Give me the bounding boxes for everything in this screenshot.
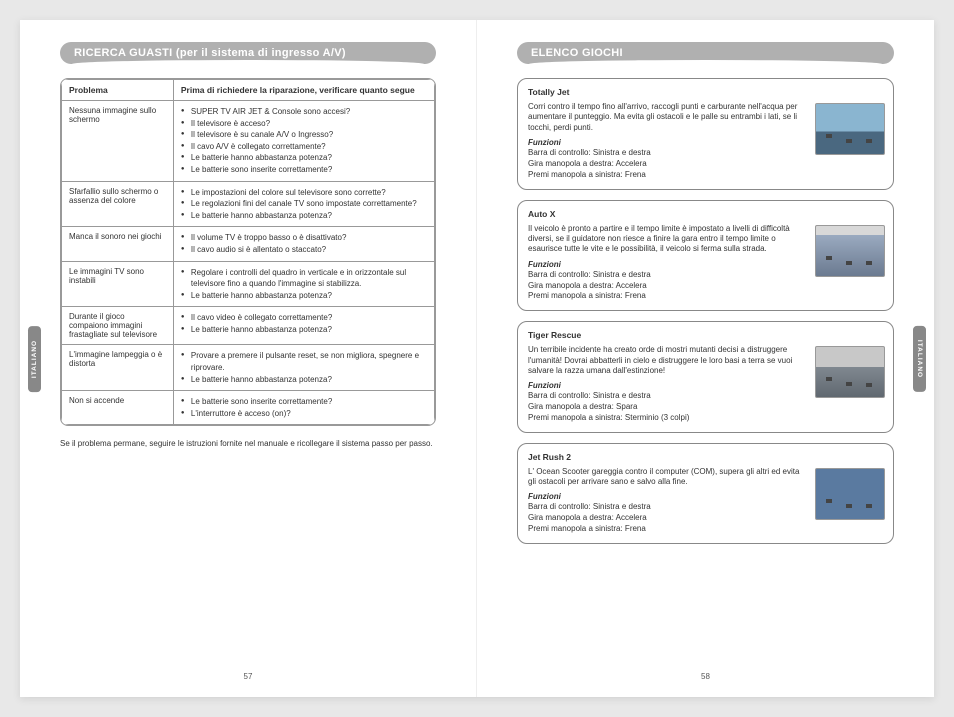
checks-cell: SUPER TV AIR JET & Console sono accesi?I… bbox=[173, 101, 434, 182]
check-item: Regolare i controlli del quadro in verti… bbox=[181, 267, 427, 290]
table-row: Le immagini TV sono instabili Regolare i … bbox=[62, 261, 435, 307]
checks-cell: Provare a premere il pulsante reset, se … bbox=[173, 345, 434, 391]
check-item: Le batterie hanno abbastanza potenza? bbox=[181, 210, 427, 222]
checks-cell: Le impostazioni del colore sul televisor… bbox=[173, 181, 434, 227]
check-item: Le batterie sono inserite correttamente? bbox=[181, 164, 427, 176]
troubleshooting-table: Problema Prima di richiedere la riparazi… bbox=[61, 79, 435, 425]
problem-cell: Sfarfallio sullo schermo o assenza del c… bbox=[62, 181, 174, 227]
page-57: RICERCA GUASTI (per il sistema di ingres… bbox=[20, 20, 477, 697]
troubleshooting-footnote: Se il problema permane, seguire le istru… bbox=[60, 438, 436, 449]
problem-cell: Le immagini TV sono instabili bbox=[62, 261, 174, 307]
check-item: Il televisore è acceso? bbox=[181, 118, 427, 130]
page-58: ELENCO GIOCHI Totally JetCorri contro il… bbox=[477, 20, 934, 697]
check-item: Il televisore è su canale A/V o Ingresso… bbox=[181, 129, 427, 141]
check-item: Il volume TV è troppo basso o è disattiv… bbox=[181, 232, 427, 244]
checks-cell: Le batterie sono inserite correttamente?… bbox=[173, 391, 434, 425]
game-box: Tiger RescueUn terribile incidente ha cr… bbox=[517, 321, 894, 433]
check-item: Il cavo audio si è allentato o staccato? bbox=[181, 244, 427, 256]
check-item: Le batterie sono inserite correttamente? bbox=[181, 396, 427, 408]
check-item: Il cavo video è collegato correttamente? bbox=[181, 312, 427, 324]
section-header-troubleshooting: RICERCA GUASTI (per il sistema di ingres… bbox=[60, 42, 436, 64]
game-title: Tiger Rescue bbox=[528, 330, 883, 340]
table-row: Non si accendeLe batterie sono inserite … bbox=[62, 391, 435, 425]
check-item: Le impostazioni del colore sul televisor… bbox=[181, 187, 427, 199]
page-spread: ITALIANO ITALIANO RICERCA GUASTI (per il… bbox=[20, 20, 934, 697]
table-row: Manca il sonoro nei giochi Il volume TV è… bbox=[62, 227, 435, 261]
col-header-check: Prima di richiedere la riparazione, veri… bbox=[173, 80, 434, 101]
problem-cell: Manca il sonoro nei giochi bbox=[62, 227, 174, 261]
problem-cell: L'immagine lampeggia o è distorta bbox=[62, 345, 174, 391]
problem-cell: Non si accende bbox=[62, 391, 174, 425]
check-item: Le regolazioni fini del canale TV sono i… bbox=[181, 198, 427, 210]
game-title: Jet Rush 2 bbox=[528, 452, 883, 462]
problem-cell: Nessuna immagine sullo schermo bbox=[62, 101, 174, 182]
table-row: L'immagine lampeggia o è distorta Provare… bbox=[62, 345, 435, 391]
header-title-games: ELENCO GIOCHI bbox=[531, 47, 880, 59]
check-item: Provare a premere il pulsante reset, se … bbox=[181, 350, 427, 373]
check-item: SUPER TV AIR JET & Console sono accesi? bbox=[181, 106, 427, 118]
game-thumbnail bbox=[815, 346, 885, 398]
game-box: Auto XIl veicolo è pronto a partire e il… bbox=[517, 200, 894, 312]
header-subtitle: (per il sistema di ingresso A/V) bbox=[176, 47, 346, 59]
table-row: Nessuna immagine sullo schermoSUPER TV A… bbox=[62, 101, 435, 182]
table-row: Durante il gioco compaiono immagini fras… bbox=[62, 307, 435, 345]
check-item: Il cavo A/V è collegato correttamente? bbox=[181, 141, 427, 153]
check-item: Le batterie hanno abbastanza potenza? bbox=[181, 374, 427, 386]
game-thumbnail bbox=[815, 468, 885, 520]
section-header-games: ELENCO GIOCHI bbox=[517, 42, 894, 64]
table-row: Sfarfallio sullo schermo o assenza del c… bbox=[62, 181, 435, 227]
check-item: Le batterie hanno abbastanza potenza? bbox=[181, 290, 427, 302]
check-item: Le batterie hanno abbastanza potenza? bbox=[181, 324, 427, 336]
check-item: Le batterie hanno abbastanza potenza? bbox=[181, 152, 427, 164]
game-box: Totally JetCorri contro il tempo fino al… bbox=[517, 78, 894, 190]
col-header-problem: Problema bbox=[62, 80, 174, 101]
troubleshooting-table-wrap: Problema Prima di richiedere la riparazi… bbox=[60, 78, 436, 426]
check-item: L'interruttore è acceso (on)? bbox=[181, 408, 427, 420]
checks-cell: Regolare i controlli del quadro in verti… bbox=[173, 261, 434, 307]
header-title: RICERCA GUASTI bbox=[74, 47, 173, 59]
checks-cell: Il volume TV è troppo basso o è disattiv… bbox=[173, 227, 434, 261]
game-thumbnail bbox=[815, 103, 885, 155]
game-thumbnail bbox=[815, 225, 885, 277]
problem-cell: Durante il gioco compaiono immagini fras… bbox=[62, 307, 174, 345]
game-title: Auto X bbox=[528, 209, 883, 219]
game-title: Totally Jet bbox=[528, 87, 883, 97]
checks-cell: Il cavo video è collegato correttamente?… bbox=[173, 307, 434, 345]
game-box: Jet Rush 2L' Ocean Scooter gareggia cont… bbox=[517, 443, 894, 544]
